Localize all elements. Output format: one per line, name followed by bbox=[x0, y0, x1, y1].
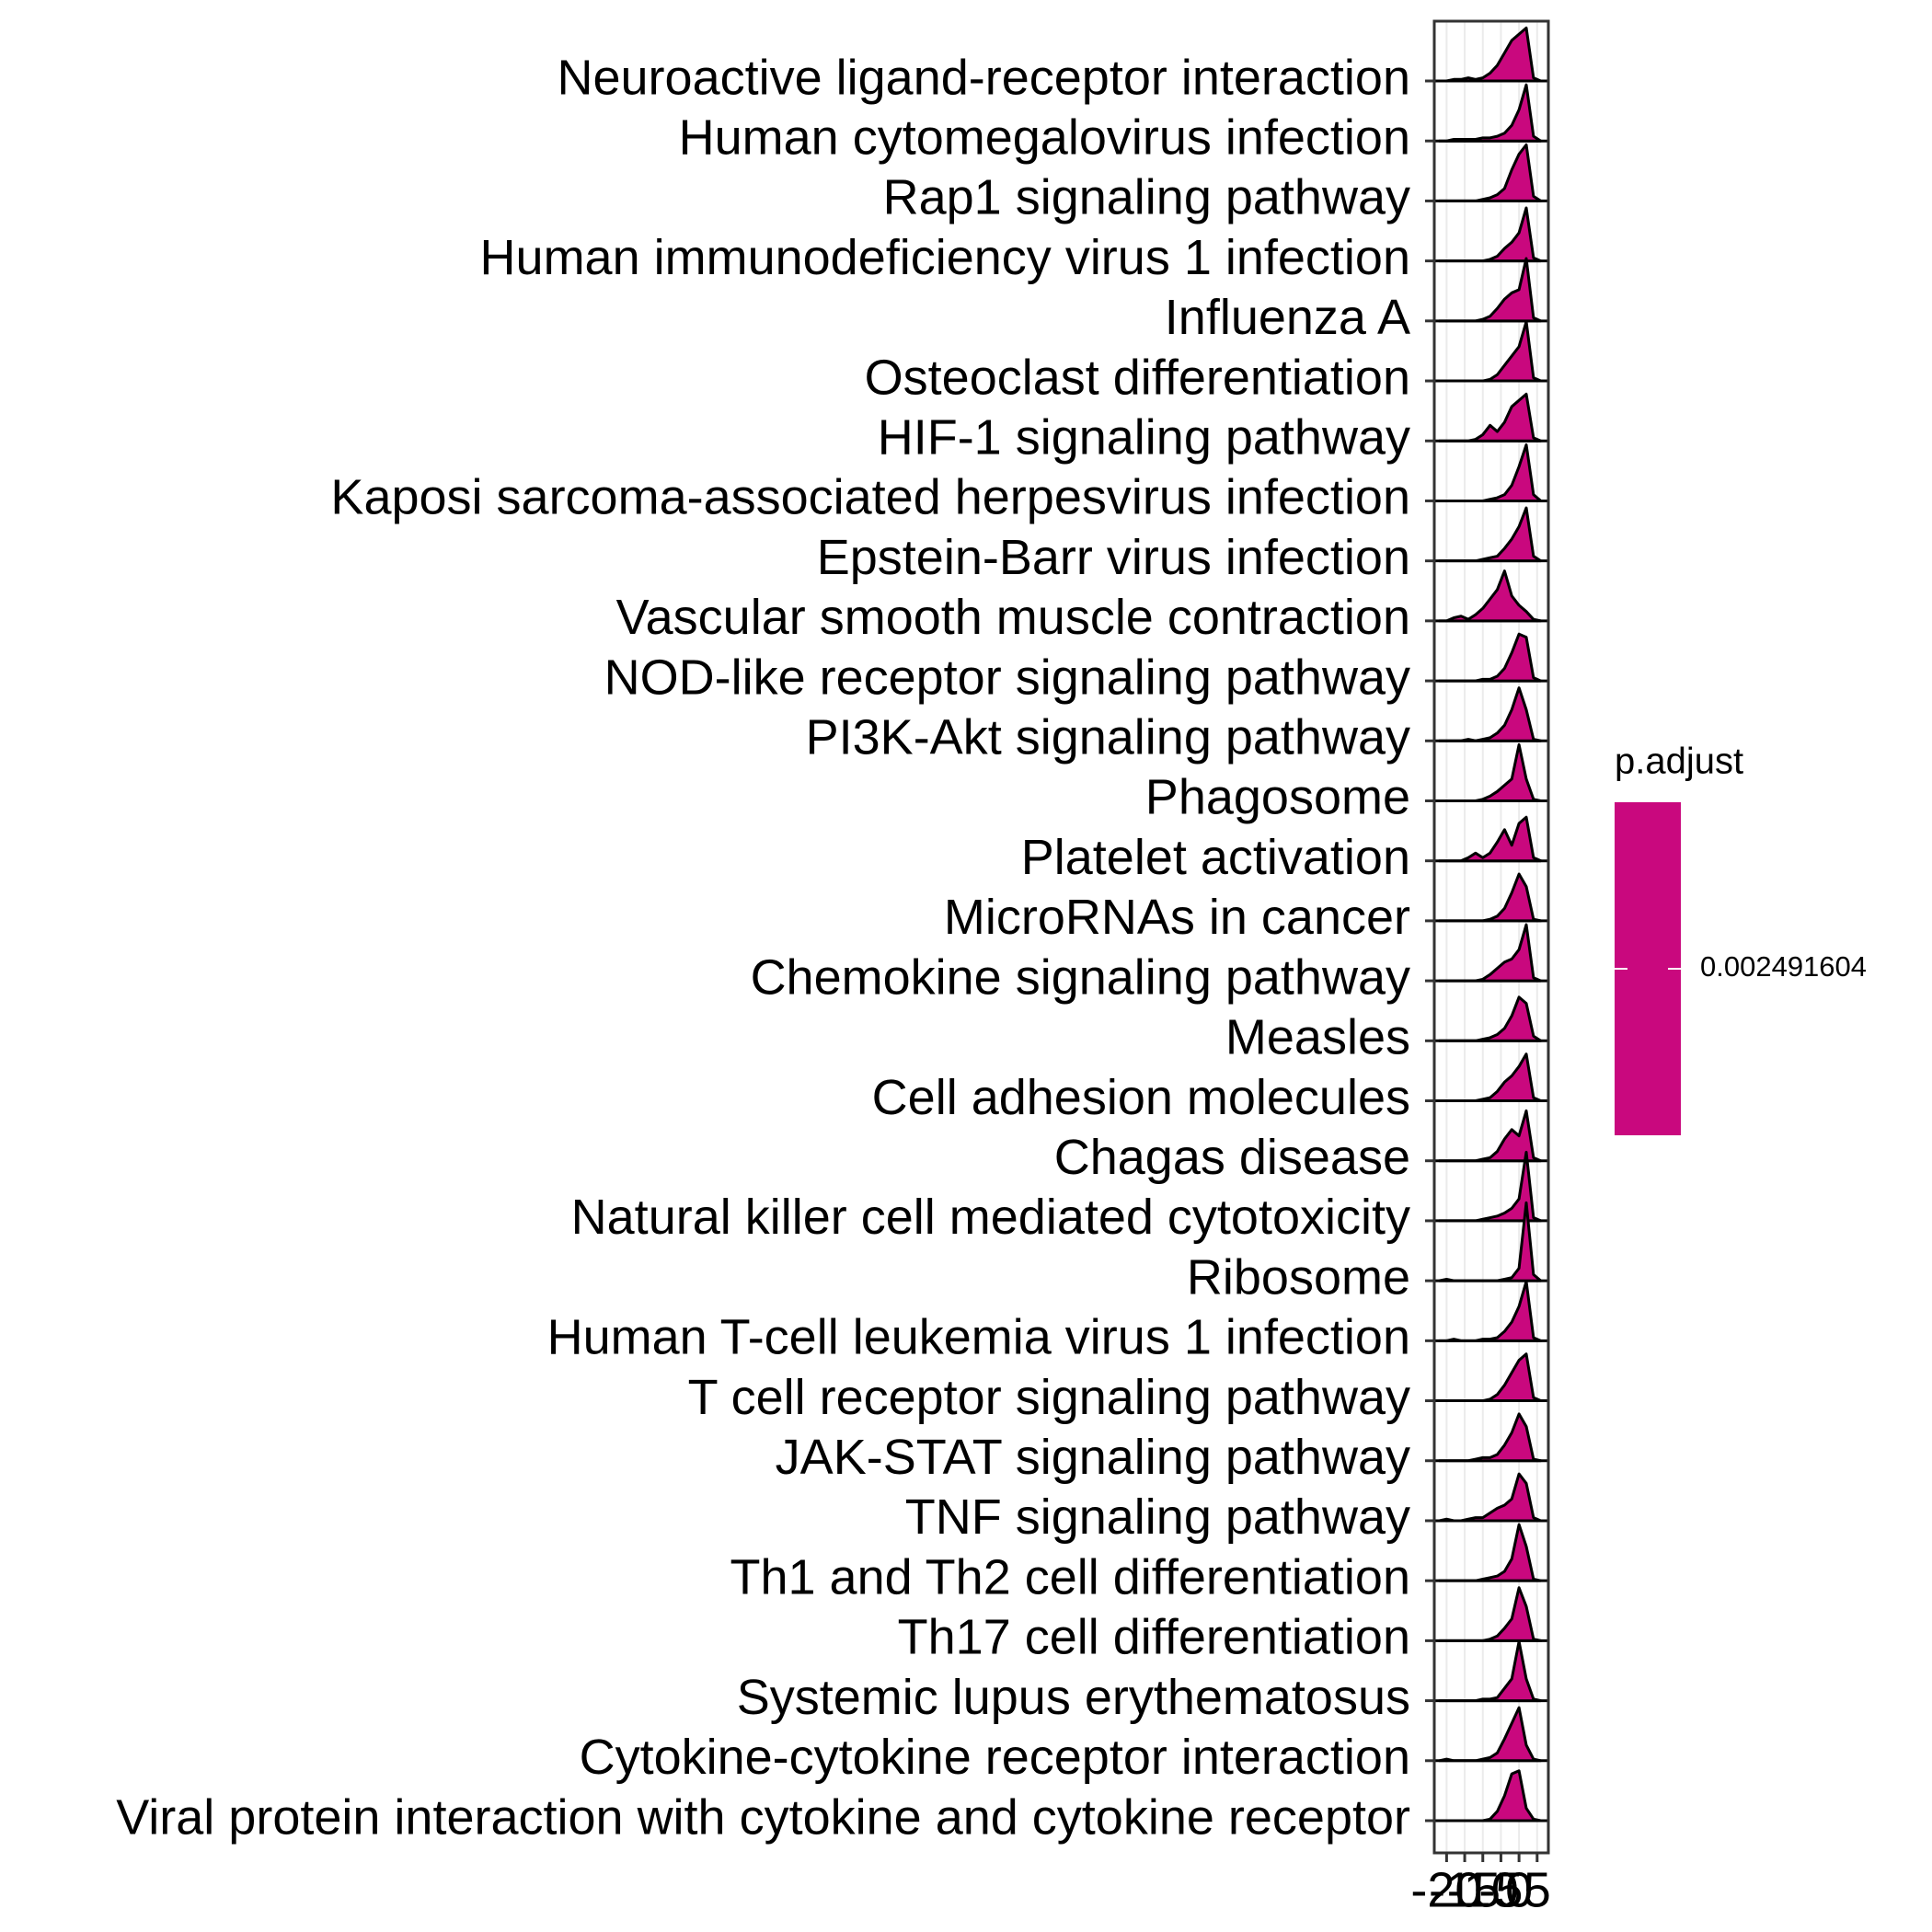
y-tick-label: Th17 cell differentiation bbox=[898, 1610, 1410, 1665]
y-tick-label: Vascular smooth muscle contraction bbox=[616, 590, 1410, 645]
y-tick-label: NOD-like receptor signaling pathway bbox=[604, 650, 1410, 705]
ridge bbox=[1438, 995, 1543, 1042]
y-tick-label: Kaposi sarcoma-associated herpesvirus in… bbox=[330, 470, 1410, 525]
legend-label: 0.002491604 bbox=[1700, 950, 1867, 983]
y-tick-label: Measles bbox=[1225, 1010, 1410, 1065]
ridge bbox=[1438, 83, 1543, 143]
y-tick-label: HIF-1 signaling pathway bbox=[878, 410, 1410, 466]
y-tick-label: Th1 and Th2 cell differentiation bbox=[730, 1549, 1411, 1604]
ridge bbox=[1438, 1706, 1543, 1763]
y-tick-label: Platelet activation bbox=[1021, 830, 1410, 885]
y-tick-label: Osteoclast differentiation bbox=[865, 350, 1410, 405]
y-tick-label: Rap1 signaling pathway bbox=[883, 170, 1410, 225]
y-tick-label: Neuroactive ligand-receptor interaction bbox=[558, 50, 1411, 105]
ridge bbox=[1438, 26, 1543, 83]
ridge bbox=[1438, 1472, 1543, 1523]
legend-title: p.adjust bbox=[1615, 742, 1743, 782]
ridge bbox=[1438, 1412, 1543, 1463]
ridge bbox=[1438, 923, 1543, 983]
y-tick-label: Human T-cell leukemia virus 1 infection bbox=[547, 1310, 1410, 1365]
x-tick-label: -10 bbox=[1447, 1862, 1519, 1917]
ridge bbox=[1438, 1586, 1543, 1642]
y-tick-label: Chemokine signaling pathway bbox=[751, 949, 1410, 1005]
ridge bbox=[1438, 1052, 1543, 1103]
y-tick-label: Influenza A bbox=[1165, 290, 1410, 345]
ridge bbox=[1438, 742, 1543, 802]
ridge bbox=[1438, 1769, 1543, 1823]
ridge bbox=[1438, 1523, 1543, 1582]
y-tick-label: Epstein-Barr virus infection bbox=[817, 530, 1410, 585]
ridge bbox=[1438, 1109, 1543, 1163]
ridge bbox=[1438, 206, 1543, 263]
y-tick-label: Phagosome bbox=[1145, 770, 1410, 825]
ridge bbox=[1438, 1201, 1543, 1282]
y-tick-label: Natural killer cell mediated cytotoxicit… bbox=[571, 1190, 1410, 1245]
ridge bbox=[1438, 1639, 1543, 1703]
ridge bbox=[1438, 569, 1543, 623]
y-tick-label: MicroRNAs in cancer bbox=[944, 890, 1410, 945]
x-tick-label: -15 bbox=[1429, 1862, 1501, 1917]
y-tick-label: Chagas disease bbox=[1054, 1130, 1410, 1185]
ridge bbox=[1438, 143, 1543, 202]
ridge bbox=[1438, 1352, 1543, 1403]
y-tick-label: Cell adhesion molecules bbox=[872, 1070, 1410, 1125]
y-tick-label: T cell receptor signaling pathway bbox=[688, 1370, 1410, 1425]
y-tick-label: Ribosome bbox=[1187, 1249, 1410, 1305]
y-tick-label: PI3K-Akt signaling pathway bbox=[806, 710, 1410, 765]
ridge bbox=[1438, 815, 1543, 863]
ridge bbox=[1438, 686, 1543, 742]
ridge bbox=[1438, 632, 1543, 683]
x-tick-label: -20 bbox=[1410, 1862, 1482, 1917]
y-tick-label: JAK-STAT signaling pathway bbox=[776, 1430, 1410, 1485]
ridge bbox=[1438, 257, 1543, 323]
x-tick-label: 5 bbox=[1524, 1862, 1551, 1917]
y-tick-label: Systemic lupus erythematosus bbox=[737, 1670, 1410, 1725]
ridge bbox=[1438, 1280, 1543, 1342]
y-tick-label: Human immunodeficiency virus 1 infection bbox=[480, 230, 1410, 285]
panel-border bbox=[1432, 19, 1550, 1855]
y-tick-label: TNF signaling pathway bbox=[905, 1489, 1410, 1545]
ridge bbox=[1438, 320, 1543, 383]
ridge bbox=[1438, 872, 1543, 923]
ridge bbox=[1438, 392, 1543, 443]
y-tick-label: Viral protein interaction with cytokine … bbox=[116, 1789, 1410, 1845]
ridge bbox=[1438, 506, 1543, 563]
y-tick-label: Human cytomegalovirus infection bbox=[679, 109, 1410, 165]
x-tick-label: 0 bbox=[1505, 1862, 1533, 1917]
ridge bbox=[1438, 1150, 1543, 1223]
x-tick-label: -5 bbox=[1478, 1862, 1523, 1917]
y-tick-label: Cytokine-cytokine receptor interaction bbox=[580, 1730, 1410, 1785]
ridge bbox=[1438, 443, 1543, 502]
